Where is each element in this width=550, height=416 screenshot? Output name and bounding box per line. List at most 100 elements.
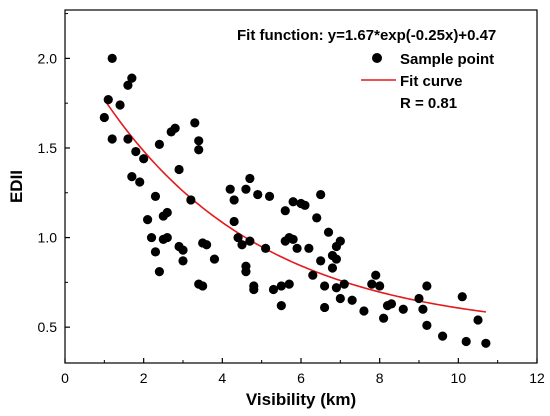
sample-point xyxy=(127,73,137,83)
sample-point xyxy=(162,207,172,218)
sample-point xyxy=(253,189,263,200)
sample-point xyxy=(359,306,369,316)
sample-point xyxy=(127,172,137,182)
sample-point xyxy=(249,281,259,291)
sample-point xyxy=(241,267,251,277)
sample-point xyxy=(135,177,145,187)
sample-point xyxy=(312,213,322,223)
sample-point xyxy=(422,281,432,291)
sample-point xyxy=(139,154,149,164)
sample-point xyxy=(241,184,251,194)
sample-point xyxy=(209,254,220,264)
sample-point xyxy=(335,293,345,304)
sample-point xyxy=(264,191,275,201)
sample-point xyxy=(150,191,161,201)
sample-point xyxy=(386,299,397,309)
sample-points xyxy=(99,53,491,348)
sample-point xyxy=(473,315,483,325)
sample-point xyxy=(174,164,184,175)
sample-point xyxy=(316,189,326,200)
y-axis-label: EDII xyxy=(7,170,26,203)
legend-label-fit-curve: Fit curve xyxy=(400,73,463,90)
legend: Sample point Fit curve xyxy=(361,51,494,90)
y-tick-label: 1.5 xyxy=(38,140,58,156)
sample-point xyxy=(107,134,117,144)
sample-point xyxy=(347,295,357,305)
x-tick-label: 6 xyxy=(297,370,305,386)
x-tick-label: 4 xyxy=(218,370,226,386)
sample-point xyxy=(280,206,290,216)
sample-point xyxy=(304,243,314,253)
sample-point xyxy=(335,236,345,246)
sample-point xyxy=(225,184,235,194)
correlation-text: R = 0.81 xyxy=(400,95,457,112)
x-tick-label: 2 xyxy=(140,370,148,386)
sample-point xyxy=(481,338,491,348)
y-tick-label: 2.0 xyxy=(38,50,58,66)
sample-point xyxy=(146,232,157,243)
sample-point xyxy=(418,304,428,314)
sample-point xyxy=(245,236,255,246)
sample-point xyxy=(103,94,113,105)
sample-point xyxy=(154,139,164,149)
sample-point xyxy=(457,292,467,302)
sample-point xyxy=(320,302,330,313)
sample-point xyxy=(194,145,204,155)
sample-point xyxy=(233,232,243,243)
x-tick-label: 10 xyxy=(451,370,467,386)
sample-point xyxy=(379,313,389,323)
sample-point xyxy=(268,284,279,295)
y-tick-label: 1.0 xyxy=(38,230,58,246)
sample-point xyxy=(461,336,471,347)
sample-point xyxy=(229,216,239,227)
sample-point xyxy=(123,134,133,144)
sample-point xyxy=(178,256,188,266)
sample-point xyxy=(398,304,408,314)
ticks: 0 2 4 6 8 10 12 0.5 1.0 1.5 2.0 xyxy=(38,13,545,386)
sample-point xyxy=(320,281,330,291)
sample-point xyxy=(198,281,208,291)
sample-point xyxy=(300,200,310,210)
sample-point xyxy=(261,243,271,253)
sample-point xyxy=(438,331,448,341)
sample-point xyxy=(414,293,424,304)
sample-point xyxy=(292,243,302,253)
x-axis-label: Visibility (km) xyxy=(246,390,356,409)
sample-point xyxy=(375,281,385,291)
sample-point xyxy=(162,232,172,243)
sample-point xyxy=(186,195,196,205)
sample-point xyxy=(371,270,381,280)
sample-point xyxy=(107,53,117,63)
sample-point xyxy=(331,254,341,264)
sample-point xyxy=(115,100,125,110)
sample-point xyxy=(190,118,200,128)
sample-point xyxy=(331,283,341,293)
sample-point xyxy=(339,279,349,289)
legend-marker-sample-point xyxy=(372,53,382,63)
x-tick-label: 8 xyxy=(376,370,384,386)
sample-point xyxy=(327,263,338,273)
x-tick-label: 12 xyxy=(529,370,545,386)
sample-point xyxy=(367,279,377,289)
sample-point xyxy=(245,173,255,184)
sample-point xyxy=(150,247,161,257)
sample-point xyxy=(276,301,286,311)
sample-point xyxy=(170,123,180,133)
sample-point xyxy=(194,136,204,146)
sample-point xyxy=(99,112,109,123)
sample-point xyxy=(154,267,164,277)
sample-point xyxy=(276,281,286,291)
fit-function-annotation: Fit function: y=1.67*exp(-0.25x)+0.47 xyxy=(237,27,496,44)
sample-point xyxy=(284,279,294,289)
sample-point xyxy=(202,240,212,250)
sample-point xyxy=(143,215,153,225)
sample-point xyxy=(422,320,432,330)
sample-point xyxy=(178,245,188,255)
x-tick-label: 0 xyxy=(61,370,69,386)
sample-point xyxy=(131,146,141,157)
sample-point xyxy=(308,270,318,280)
sample-point xyxy=(323,227,334,237)
sample-point xyxy=(123,80,133,90)
sample-point xyxy=(316,256,326,266)
